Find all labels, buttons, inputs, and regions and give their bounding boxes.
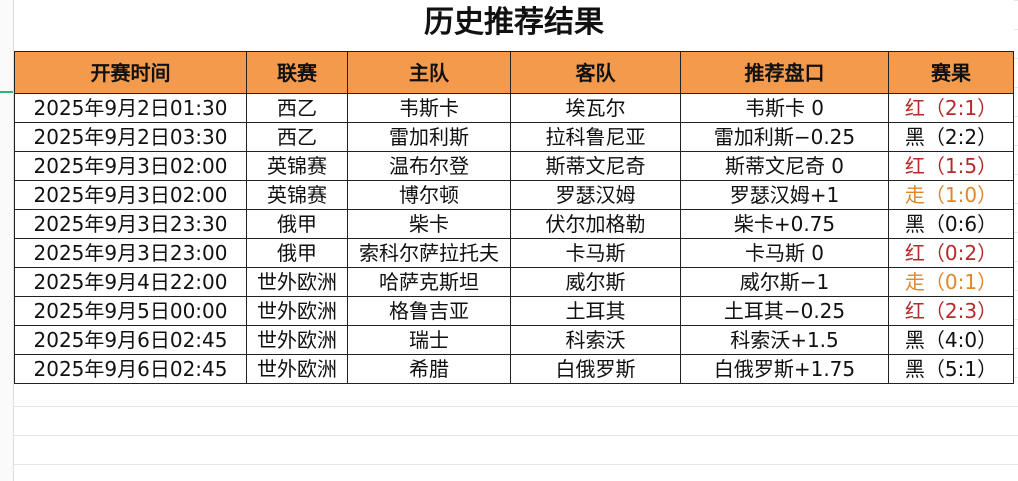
cell-league[interactable]: 俄甲 [246,238,348,268]
cell-tip[interactable]: 柴卡+0.75 [680,209,889,239]
cell-start-time[interactable]: 2025年9月6日02:45 [14,354,247,384]
cell-tip[interactable]: 土耳其−0.25 [680,296,889,326]
cell-result[interactable]: 红（0:2） [888,238,1014,268]
cell-league[interactable]: 世外欧洲 [246,325,348,355]
cell-league[interactable]: 俄甲 [246,209,348,239]
cell-away[interactable]: 罗瑟汉姆 [510,180,681,210]
table-row: 2025年9月6日02:45 世外欧洲 希腊 白俄罗斯 白俄罗斯+1.75 黑（5:1） [14,354,1014,384]
cell-start-time[interactable]: 2025年9月3日23:00 [14,238,247,268]
table-row: 2025年9月5日00:00 世外欧洲 格鲁吉亚 土耳其 土耳其−0.25 红（2:3） [14,296,1014,326]
cell-tip[interactable]: 白俄罗斯+1.75 [680,354,889,384]
header-home[interactable]: 主队 [347,51,511,94]
sheet-title: 历史推荐结果 [14,0,1014,50]
cell-home[interactable]: 雷加利斯 [347,122,511,152]
header-league[interactable]: 联赛 [246,51,348,94]
cell-home[interactable]: 柴卡 [347,209,511,239]
cell-home[interactable]: 温布尔登 [347,151,511,181]
results-table: 开赛时间 联赛 主队 客队 推荐盘口 赛果 2025年9月2日01:30 西乙 韦斯… [14,51,1014,384]
cell-league[interactable]: 西乙 [246,93,348,123]
cell-result[interactable]: 走（1:0） [888,180,1014,210]
cell-tip[interactable]: 威尔斯−1 [680,267,889,297]
cell-result[interactable]: 黑（5:1） [888,354,1014,384]
table-row: 2025年9月4日22:00 世外欧洲 哈萨克斯坦 威尔斯 威尔斯−1 走（0:1） [14,267,1014,297]
cell-start-time[interactable]: 2025年9月6日02:45 [14,325,247,355]
cell-away[interactable]: 科索沃 [510,325,681,355]
cell-tip[interactable]: 卡马斯 0 [680,238,889,268]
row-gutter [0,0,14,481]
table-row: 2025年9月3日02:00 英锦赛 博尔顿 罗瑟汉姆 罗瑟汉姆+1 走（1:0） [14,180,1014,210]
cell-home[interactable]: 韦斯卡 [347,93,511,123]
cell-start-time[interactable]: 2025年9月3日02:00 [14,151,247,181]
cell-result[interactable]: 走（0:1） [888,267,1014,297]
cell-home[interactable]: 格鲁吉亚 [347,296,511,326]
cell-league[interactable]: 英锦赛 [246,151,348,181]
cell-away[interactable]: 斯蒂文尼奇 [510,151,681,181]
cell-tip[interactable]: 科索沃+1.5 [680,325,889,355]
table-row: 2025年9月2日03:30 西乙 雷加利斯 拉科鲁尼亚 雷加利斯−0.25 黑（2:2） [14,122,1014,152]
cell-away[interactable]: 埃瓦尔 [510,93,681,123]
cell-home[interactable]: 希腊 [347,354,511,384]
cell-away[interactable]: 威尔斯 [510,267,681,297]
cell-away[interactable]: 卡马斯 [510,238,681,268]
cell-result[interactable]: 红（2:3） [888,296,1014,326]
table-row: 2025年9月3日02:00 英锦赛 温布尔登 斯蒂文尼奇 斯蒂文尼奇 0 红（1:5） [14,151,1014,181]
cell-tip[interactable]: 罗瑟汉姆+1 [680,180,889,210]
cell-result[interactable]: 红（2:1） [888,93,1014,123]
cell-start-time[interactable]: 2025年9月2日01:30 [14,93,247,123]
cell-tip[interactable]: 韦斯卡 0 [680,93,889,123]
cell-result[interactable]: 黑（2:2） [888,122,1014,152]
cell-league[interactable]: 世外欧洲 [246,267,348,297]
cell-away[interactable]: 白俄罗斯 [510,354,681,384]
header-result[interactable]: 赛果 [888,51,1014,94]
cell-start-time[interactable]: 2025年9月5日00:00 [14,296,247,326]
cell-home[interactable]: 博尔顿 [347,180,511,210]
cell-away[interactable]: 伏尔加格勒 [510,209,681,239]
cell-start-time[interactable]: 2025年9月2日03:30 [14,122,247,152]
cell-tip[interactable]: 雷加利斯−0.25 [680,122,889,152]
cell-away[interactable]: 土耳其 [510,296,681,326]
cell-league[interactable]: 世外欧洲 [246,296,348,326]
table-row: 2025年9月3日23:00 俄甲 索科尔萨拉托夫 卡马斯 卡马斯 0 红（0:2） [14,238,1014,268]
cell-start-time[interactable]: 2025年9月3日23:30 [14,209,247,239]
table-row: 2025年9月2日01:30 西乙 韦斯卡 埃瓦尔 韦斯卡 0 红（2:1） [14,93,1014,123]
cell-start-time[interactable]: 2025年9月4日22:00 [14,267,247,297]
header-away[interactable]: 客队 [510,51,681,94]
table-row: 2025年9月3日23:30 俄甲 柴卡 伏尔加格勒 柴卡+0.75 黑（0:6） [14,209,1014,239]
cell-start-time[interactable]: 2025年9月3日02:00 [14,180,247,210]
table-row: 2025年9月6日02:45 世外欧洲 瑞士 科索沃 科索沃+1.5 黑（4:0） [14,325,1014,355]
cell-league[interactable]: 西乙 [246,122,348,152]
header-row: 开赛时间 联赛 主队 客队 推荐盘口 赛果 [14,51,1014,94]
cell-result[interactable]: 红（1:5） [888,151,1014,181]
cell-tip[interactable]: 斯蒂文尼奇 0 [680,151,889,181]
header-start-time[interactable]: 开赛时间 [14,51,247,94]
cell-away[interactable]: 拉科鲁尼亚 [510,122,681,152]
cell-result[interactable]: 黑（0:6） [888,209,1014,239]
cell-league[interactable]: 英锦赛 [246,180,348,210]
cell-home[interactable]: 索科尔萨拉托夫 [347,238,511,268]
cell-league[interactable]: 世外欧洲 [246,354,348,384]
cell-home[interactable]: 哈萨克斯坦 [347,267,511,297]
cell-result[interactable]: 黑（4:0） [888,325,1014,355]
header-tip[interactable]: 推荐盘口 [680,51,889,94]
cell-home[interactable]: 瑞士 [347,325,511,355]
active-row-marker [0,91,13,93]
